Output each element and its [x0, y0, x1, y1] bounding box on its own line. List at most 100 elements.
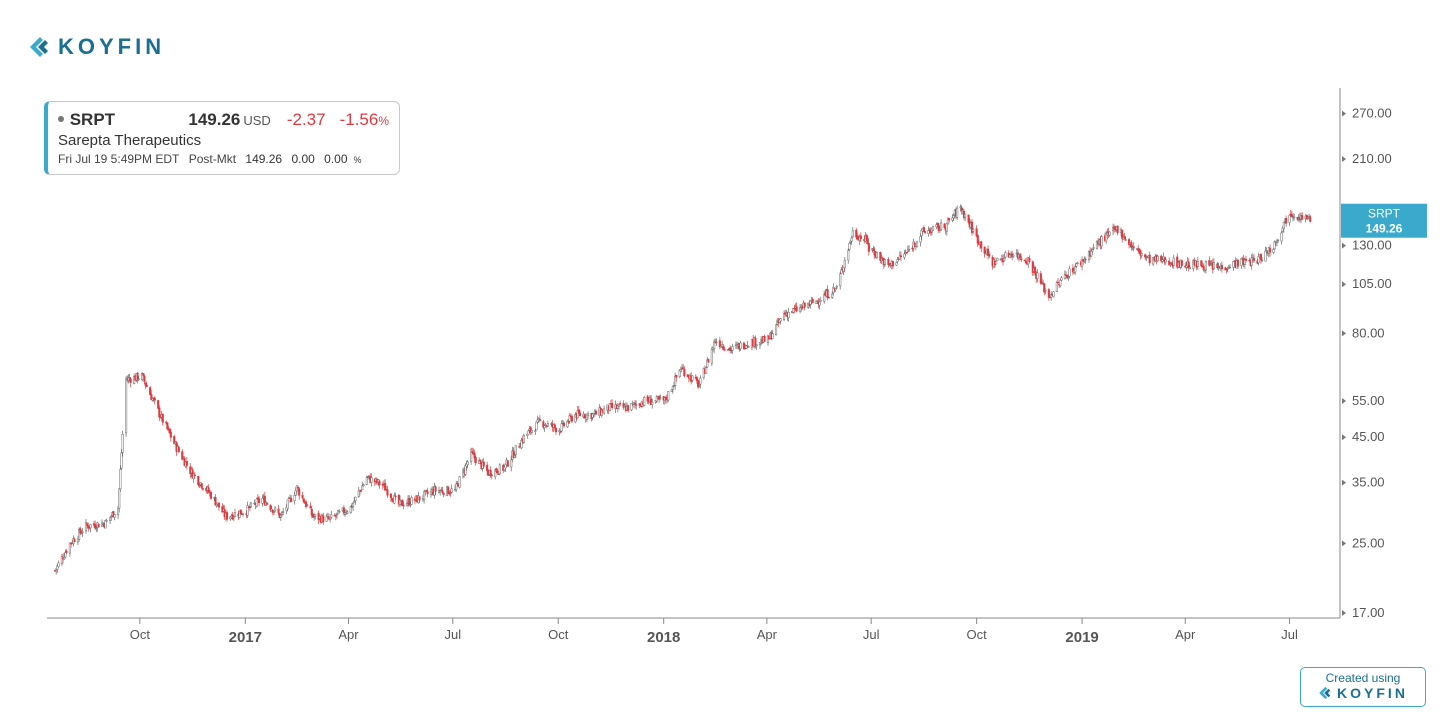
- candle-body: [1028, 257, 1031, 262]
- candle-body: [670, 389, 673, 392]
- y-tick-mark: [1342, 434, 1346, 441]
- candle-body: [65, 550, 68, 553]
- candle-body: [302, 498, 305, 503]
- candle-body: [177, 447, 180, 452]
- candle-body: [808, 304, 811, 306]
- candle-body: [490, 474, 493, 477]
- candle-body: [181, 451, 184, 460]
- candle-body: [200, 483, 203, 489]
- candle-body: [238, 510, 241, 518]
- y-tick-label: 210.00: [1352, 151, 1392, 166]
- candle-body: [819, 300, 822, 302]
- candle-body: [755, 344, 758, 346]
- candle-body: [739, 342, 742, 350]
- candle-body: [1277, 239, 1280, 241]
- candle-body: [110, 516, 113, 518]
- candle-body: [928, 229, 931, 231]
- candle-body: [1076, 262, 1079, 265]
- candle-body: [983, 246, 986, 254]
- candle-body: [149, 387, 152, 395]
- candle-body: [553, 424, 556, 428]
- candle-body: [258, 498, 261, 503]
- candle-body: [1180, 260, 1183, 266]
- candle-body: [79, 528, 82, 534]
- candle-body: [1068, 268, 1071, 277]
- candle-body: [896, 259, 899, 262]
- last-price-tag: [1341, 203, 1427, 238]
- candle-body: [1039, 273, 1042, 284]
- candle-body: [675, 374, 678, 378]
- candle-body: [529, 427, 532, 433]
- candle-body: [310, 509, 313, 516]
- candle-body: [617, 404, 621, 407]
- candle-body: [394, 495, 397, 497]
- y-tick-mark: [1342, 330, 1346, 337]
- candle-body: [1023, 259, 1026, 262]
- post-market-percent-value: 0.00: [324, 152, 348, 166]
- candle-body: [426, 491, 429, 495]
- candle-body: [1212, 262, 1215, 269]
- candle-body: [566, 421, 569, 428]
- candle-body: [1055, 282, 1058, 292]
- candle-body: [839, 273, 842, 287]
- candle-body: [891, 261, 895, 267]
- candle-body: [161, 413, 164, 423]
- candle-body: [506, 460, 509, 467]
- candle-body: [834, 288, 837, 291]
- candle-body: [466, 461, 469, 466]
- candle-body: [246, 505, 249, 516]
- candle-body: [1139, 250, 1142, 256]
- candle-body: [217, 502, 220, 508]
- y-tick-label: 270.00: [1352, 106, 1392, 121]
- candle-body: [365, 477, 368, 485]
- candle-body: [513, 455, 516, 458]
- candle-body: [726, 349, 729, 351]
- candle-body: [166, 422, 169, 430]
- candle-body: [342, 507, 345, 514]
- candle-body: [405, 503, 408, 506]
- candle-body: [577, 409, 580, 414]
- candle-body: [361, 485, 364, 490]
- candle-body: [201, 488, 204, 490]
- candle-body: [263, 495, 266, 506]
- candle-body: [899, 255, 903, 258]
- candle-body: [1043, 283, 1046, 293]
- candle-body: [352, 503, 355, 508]
- candle-body: [560, 423, 563, 432]
- candle-body: [816, 300, 819, 302]
- candle-body: [456, 482, 459, 485]
- candle-body: [827, 296, 830, 299]
- candle-body: [570, 416, 574, 422]
- post-market-line: Fri Jul 19 5:49PM EDT Post-Mkt 149.26 0.…: [58, 152, 389, 166]
- candle-body: [108, 517, 112, 521]
- candle-body: [538, 418, 541, 421]
- candle-body: [783, 313, 786, 321]
- candle-body: [779, 318, 782, 322]
- candle-body: [774, 324, 778, 335]
- candle-body: [682, 367, 685, 370]
- candle-body: [1187, 261, 1190, 269]
- candle-body: [678, 370, 681, 377]
- x-tick-label: Oct: [967, 627, 988, 642]
- candle-body: [145, 385, 148, 388]
- candle-body: [651, 401, 654, 405]
- session-label: Post-Mkt: [188, 152, 237, 166]
- y-tick-label: 35.00: [1352, 475, 1385, 490]
- candle-body: [301, 495, 304, 498]
- candle-body: [97, 523, 100, 528]
- candle-body: [118, 488, 121, 509]
- ticker-symbol: SRPT: [69, 110, 116, 129]
- y-tick-label: 80.00: [1352, 325, 1385, 340]
- koyfin-small-logo-icon: [1319, 686, 1331, 700]
- candle-body: [576, 410, 579, 419]
- candle-body: [439, 490, 442, 493]
- candle-body: [514, 445, 517, 455]
- candle-body: [567, 421, 570, 423]
- candle-body: [1130, 242, 1133, 248]
- candle-body: [1240, 258, 1243, 266]
- candle-body: [633, 402, 637, 405]
- candle-body: [296, 486, 300, 489]
- created-using-badge[interactable]: Created using KOYFIN: [1300, 667, 1426, 707]
- candle-body: [922, 227, 925, 232]
